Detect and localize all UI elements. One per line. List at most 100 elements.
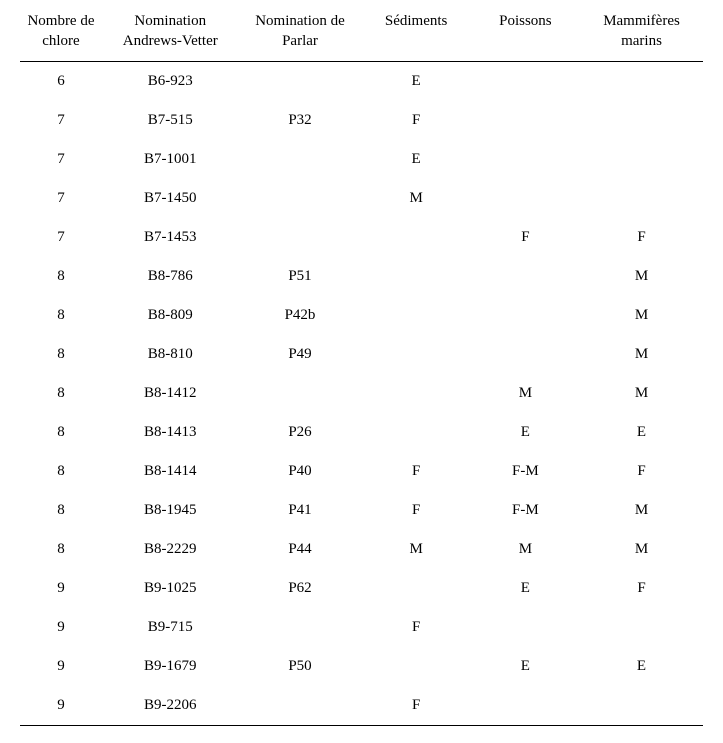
table-cell: E — [471, 569, 580, 608]
table-cell — [471, 608, 580, 647]
col-header-sediments: Sédiments — [361, 8, 470, 62]
table-cell — [361, 647, 470, 686]
table-cell — [361, 569, 470, 608]
table-cell: 8 — [20, 374, 102, 413]
table-cell: B8-809 — [102, 296, 239, 335]
table-row: 8B8-1412 MM — [20, 374, 703, 413]
table-cell: E — [580, 413, 703, 452]
table-cell: P44 — [239, 530, 362, 569]
table-body: 6B6-923E7B7-515P32F7B7-1001E7B7-1450M7B7… — [20, 62, 703, 726]
table-cell: 7 — [20, 101, 102, 140]
table-cell: F — [580, 218, 703, 257]
table-row: 7B7-1450M — [20, 179, 703, 218]
table-cell: E — [361, 140, 470, 179]
table-cell: 8 — [20, 452, 102, 491]
table-cell: B8-2229 — [102, 530, 239, 569]
table-row: 8B8-1413P26EE — [20, 413, 703, 452]
table-cell — [580, 608, 703, 647]
col-header-parlar: Nomination deParlar — [239, 8, 362, 62]
table-row: 8B8-2229P44MMM — [20, 530, 703, 569]
table-cell: P42b — [239, 296, 362, 335]
data-table: Nombre dechlore NominationAndrews-Vetter… — [20, 8, 703, 726]
col-header-chlore: Nombre dechlore — [20, 8, 102, 62]
table-cell: 9 — [20, 647, 102, 686]
table-row: 7B7-1453 FF — [20, 218, 703, 257]
table-cell: F — [471, 218, 580, 257]
table-cell: M — [471, 530, 580, 569]
table-cell — [580, 62, 703, 102]
table-cell — [471, 335, 580, 374]
table-cell: B6-923 — [102, 62, 239, 102]
table-cell: B8-1412 — [102, 374, 239, 413]
table-row: 9B9-2206F — [20, 686, 703, 726]
table-cell: B8-786 — [102, 257, 239, 296]
col-header-mammiferes: Mammifèresmarins — [580, 8, 703, 62]
table-cell: B9-2206 — [102, 686, 239, 726]
table-cell: P62 — [239, 569, 362, 608]
table-cell — [361, 296, 470, 335]
table-cell: F-M — [471, 452, 580, 491]
table-cell: F — [580, 452, 703, 491]
table-cell: B9-715 — [102, 608, 239, 647]
table-cell: M — [580, 374, 703, 413]
table-cell: P49 — [239, 335, 362, 374]
table-cell: M — [471, 374, 580, 413]
table-cell — [471, 179, 580, 218]
col-header-poissons: Poissons — [471, 8, 580, 62]
table-cell: M — [580, 491, 703, 530]
table-cell: 9 — [20, 569, 102, 608]
table-cell: E — [471, 413, 580, 452]
table-cell: P50 — [239, 647, 362, 686]
table-row: 8B8-809P42bM — [20, 296, 703, 335]
table-cell: M — [361, 530, 470, 569]
table-cell: 8 — [20, 257, 102, 296]
table-cell — [580, 179, 703, 218]
table-row: 9B9-1025P62EF — [20, 569, 703, 608]
table-cell: E — [471, 647, 580, 686]
table-cell — [239, 686, 362, 726]
table-cell: 8 — [20, 335, 102, 374]
table-cell — [471, 686, 580, 726]
table-cell: P32 — [239, 101, 362, 140]
table-cell: E — [361, 62, 470, 102]
table-cell: B8-1945 — [102, 491, 239, 530]
table-cell — [239, 608, 362, 647]
table-cell: B9-1679 — [102, 647, 239, 686]
table-cell: 8 — [20, 530, 102, 569]
table-cell — [361, 413, 470, 452]
table-cell: M — [580, 530, 703, 569]
table-cell: F — [361, 452, 470, 491]
table-cell: P26 — [239, 413, 362, 452]
table-row: 7B7-1001E — [20, 140, 703, 179]
table-cell — [361, 374, 470, 413]
table-cell: 7 — [20, 218, 102, 257]
table-cell: 9 — [20, 608, 102, 647]
table-cell — [239, 374, 362, 413]
table-cell: 8 — [20, 491, 102, 530]
table-cell: B7-1450 — [102, 179, 239, 218]
table-cell — [239, 179, 362, 218]
table-cell: 7 — [20, 179, 102, 218]
table-row: 6B6-923 E — [20, 62, 703, 102]
table-row: 8B8-1414P40FF-MF — [20, 452, 703, 491]
table-cell — [471, 140, 580, 179]
table-cell: F — [361, 608, 470, 647]
table-cell: E — [580, 647, 703, 686]
table-cell: B7-1453 — [102, 218, 239, 257]
table-cell — [239, 62, 362, 102]
table-cell: P41 — [239, 491, 362, 530]
table-cell — [361, 218, 470, 257]
table-cell — [361, 257, 470, 296]
table-row: 9B9-1679P50 EE — [20, 647, 703, 686]
table-cell: B8-1413 — [102, 413, 239, 452]
table-cell: M — [580, 335, 703, 374]
table-cell: F — [361, 101, 470, 140]
table-cell — [580, 140, 703, 179]
table-cell: P40 — [239, 452, 362, 491]
table-cell: 9 — [20, 686, 102, 726]
table-row: 8B8-810P49M — [20, 335, 703, 374]
table-row: 8B8-1945P41FF-MM — [20, 491, 703, 530]
table-cell: 6 — [20, 62, 102, 102]
table-cell: F — [361, 491, 470, 530]
table-row: 7B7-515P32F — [20, 101, 703, 140]
